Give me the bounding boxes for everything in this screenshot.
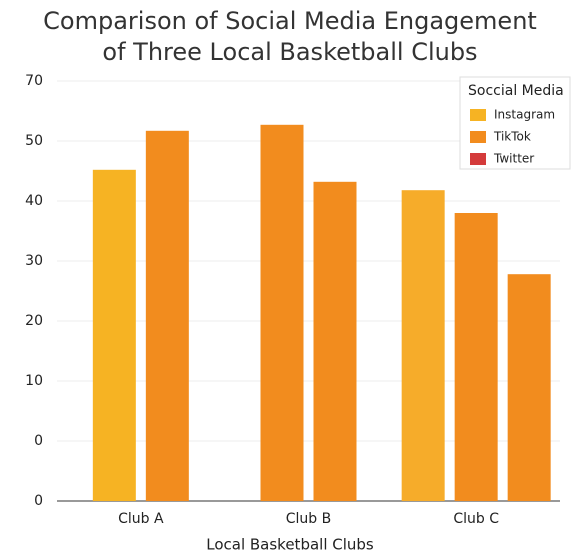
y-tick-label: 20: [25, 313, 43, 329]
y-tick-label: 40: [25, 193, 43, 209]
legend-label: Twitter: [493, 152, 534, 166]
y-tick-label: 50: [25, 133, 43, 149]
bar: [260, 124, 304, 502]
x-tick-label: Club B: [286, 511, 331, 527]
y-tick-label: 10: [25, 373, 43, 389]
x-tick-label: Club C: [453, 511, 499, 527]
bar: [401, 190, 445, 501]
y-tick-label: 30: [25, 253, 43, 269]
legend-swatch: [470, 153, 486, 165]
y-tick-label: 70: [25, 73, 43, 89]
bar: [145, 130, 189, 502]
bar: [92, 169, 136, 502]
legend-swatch: [470, 131, 486, 143]
bar: [507, 274, 551, 501]
y-tick-label: 0: [34, 493, 43, 509]
bar: [454, 213, 498, 501]
y-tick-label: 0: [34, 433, 43, 449]
bar: [313, 181, 357, 502]
x-axis-label: Local Basketball Clubs: [206, 536, 374, 554]
legend-label: Instagram: [494, 108, 555, 122]
x-tick-label: Club A: [118, 511, 164, 527]
legend-swatch: [470, 109, 486, 121]
legend-title: Soccial Media: [468, 83, 564, 99]
chart-title: Comparison of Social Media Engagement of…: [43, 7, 537, 66]
legend-label: TikTok: [493, 130, 531, 144]
